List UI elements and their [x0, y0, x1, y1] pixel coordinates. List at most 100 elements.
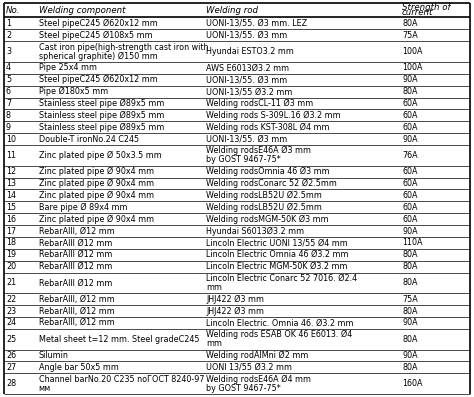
Text: 8: 8 — [6, 111, 11, 120]
Text: RebarAIII Ø12 mm: RebarAIII Ø12 mm — [38, 262, 112, 271]
Text: Double-T ironNo.24 C245: Double-T ironNo.24 C245 — [38, 135, 139, 144]
Text: Welding rods S-309L.16 Ø3.2 mm: Welding rods S-309L.16 Ø3.2 mm — [206, 111, 341, 120]
Text: UONI-13/55. Ø3 mm: UONI-13/55. Ø3 mm — [206, 31, 288, 40]
Text: Welding rodsLB52U Ø2.5mm: Welding rodsLB52U Ø2.5mm — [206, 203, 322, 212]
Text: 16: 16 — [6, 215, 16, 224]
Text: 19: 19 — [6, 250, 16, 259]
Text: RebarAIII, Ø12 mm: RebarAIII, Ø12 mm — [38, 318, 114, 328]
Text: Strength of: Strength of — [402, 2, 451, 12]
Text: мм: мм — [38, 384, 51, 393]
Text: UONI-13/55. Ø3 mm: UONI-13/55. Ø3 mm — [206, 75, 288, 84]
Text: 9: 9 — [6, 123, 11, 132]
Text: 60A: 60A — [402, 111, 418, 120]
Text: 60A: 60A — [402, 123, 418, 132]
Text: Pipe Ø180x5 mm: Pipe Ø180x5 mm — [38, 87, 108, 96]
Text: 80A: 80A — [402, 262, 418, 271]
Text: Metal sheet t=12 mm. Steel gradeC245: Metal sheet t=12 mm. Steel gradeC245 — [38, 335, 199, 344]
Text: Zinc plated pipe Ø 50x3.5 mm: Zinc plated pipe Ø 50x3.5 mm — [38, 151, 161, 160]
Text: 20: 20 — [6, 262, 16, 271]
Text: RebarAIII, Ø12 mm: RebarAIII, Ø12 mm — [38, 306, 114, 316]
Text: Welding rodsCL-11 Ø3 mm: Welding rodsCL-11 Ø3 mm — [206, 99, 314, 108]
Text: 100A: 100A — [402, 47, 423, 56]
Text: Zinc plated pipe Ø 90x4 mm: Zinc plated pipe Ø 90x4 mm — [38, 179, 154, 188]
Text: spherical graphite) Ø150 mm: spherical graphite) Ø150 mm — [38, 52, 157, 61]
Text: Zinc plated pipe Ø 90x4 mm: Zinc plated pipe Ø 90x4 mm — [38, 191, 154, 200]
Text: 13: 13 — [6, 179, 16, 188]
Text: Welding rodsE46A Ø3 mm: Welding rodsE46A Ø3 mm — [206, 146, 311, 156]
Text: 15: 15 — [6, 203, 16, 212]
Text: 23: 23 — [6, 306, 16, 316]
Text: 3: 3 — [6, 47, 11, 56]
Text: 12: 12 — [6, 167, 16, 176]
Text: 100A: 100A — [402, 64, 423, 72]
Text: 27: 27 — [6, 363, 16, 372]
Text: 4: 4 — [6, 64, 11, 72]
Text: Welding component: Welding component — [38, 6, 125, 15]
Text: mm: mm — [206, 283, 222, 292]
Text: 28: 28 — [6, 379, 16, 388]
Text: 60A: 60A — [402, 99, 418, 108]
Text: Bare pipe Ø 89x4 mm: Bare pipe Ø 89x4 mm — [38, 203, 127, 212]
Text: Channel barNo.20 C235 noГOCT 8240-97: Channel barNo.20 C235 noГOCT 8240-97 — [38, 375, 204, 384]
Text: by GOST 9467-75*: by GOST 9467-75* — [206, 155, 281, 164]
Text: 10: 10 — [6, 135, 16, 144]
Text: RebarAIII Ø12 mm: RebarAIII Ø12 mm — [38, 239, 112, 247]
Text: Steel pipeC245 Ø108x5 mm: Steel pipeC245 Ø108x5 mm — [38, 31, 152, 40]
Text: 18: 18 — [6, 239, 16, 247]
Text: Hyundai ESTO3.2 mm: Hyundai ESTO3.2 mm — [206, 47, 294, 56]
Text: Steel pipeC245 Ø620x12 mm: Steel pipeC245 Ø620x12 mm — [38, 75, 157, 84]
Text: 60A: 60A — [402, 215, 418, 224]
Text: 75A: 75A — [402, 295, 418, 304]
Text: No.: No. — [6, 6, 20, 15]
Text: Welding rodAlMni Ø2 mm: Welding rodAlMni Ø2 mm — [206, 351, 309, 360]
Text: 24: 24 — [6, 318, 16, 328]
Text: mm: mm — [206, 339, 222, 348]
Text: Lincoln Electric. Omnia 46. Ø3.2 mm: Lincoln Electric. Omnia 46. Ø3.2 mm — [206, 318, 354, 328]
Text: Welding rodsE46A Ø4 mm: Welding rodsE46A Ø4 mm — [206, 375, 311, 384]
Text: 90A: 90A — [402, 227, 418, 235]
Text: Welding rods ESAB OK 46 E6013. Ø4: Welding rods ESAB OK 46 E6013. Ø4 — [206, 330, 353, 339]
Text: Hyundai S6013Ø3.2 mm: Hyundai S6013Ø3.2 mm — [206, 226, 304, 236]
Text: Angle bar 50x5 mm: Angle bar 50x5 mm — [38, 363, 118, 372]
Text: 160A: 160A — [402, 379, 423, 388]
Text: RebarAIII Ø12 mm: RebarAIII Ø12 mm — [38, 278, 112, 287]
Text: 6: 6 — [6, 87, 11, 96]
Text: 90A: 90A — [402, 318, 418, 328]
Text: 2: 2 — [6, 31, 11, 40]
Text: UONI-13/55. Ø3 mm: UONI-13/55. Ø3 mm — [206, 135, 288, 144]
Text: 60A: 60A — [402, 191, 418, 200]
Text: UONI 13/55 Ø3.2 mm: UONI 13/55 Ø3.2 mm — [206, 363, 292, 372]
Text: 14: 14 — [6, 191, 16, 200]
Text: Stainless steel pipe Ø89x5 mm: Stainless steel pipe Ø89x5 mm — [38, 99, 164, 108]
Text: 80A: 80A — [402, 250, 418, 259]
Text: 75A: 75A — [402, 31, 418, 40]
Text: 11: 11 — [6, 151, 16, 160]
Text: 80A: 80A — [402, 278, 418, 287]
Text: 60A: 60A — [402, 167, 418, 176]
Text: JHJ422 Ø3 mm: JHJ422 Ø3 mm — [206, 306, 264, 316]
Text: 76A: 76A — [402, 151, 418, 160]
Text: 17: 17 — [6, 227, 16, 235]
Text: by GOST 9467-75*: by GOST 9467-75* — [206, 384, 281, 393]
Text: Stainless steel pipe Ø89x5 mm: Stainless steel pipe Ø89x5 mm — [38, 123, 164, 132]
Text: JHJ422 Ø3 mm: JHJ422 Ø3 mm — [206, 295, 264, 304]
Text: Pipe 25x4 mm: Pipe 25x4 mm — [38, 64, 97, 72]
Text: Zinc plated pipe Ø 90x4 mm: Zinc plated pipe Ø 90x4 mm — [38, 167, 154, 176]
Text: Welding rodsLB52U Ø2.5mm: Welding rodsLB52U Ø2.5mm — [206, 191, 322, 200]
Text: Welding rodsConarc 52 Ø2.5mm: Welding rodsConarc 52 Ø2.5mm — [206, 179, 337, 188]
Text: Cast iron pipe(high-strength cast iron with: Cast iron pipe(high-strength cast iron w… — [38, 42, 208, 52]
Text: Lincoln Electric Conarc 52 7016. Ø2.4: Lincoln Electric Conarc 52 7016. Ø2.4 — [206, 274, 357, 283]
Text: Welding rodsMGM-50K Ø3 mm: Welding rodsMGM-50K Ø3 mm — [206, 214, 329, 224]
Text: 80A: 80A — [402, 335, 418, 344]
Text: 7: 7 — [6, 99, 11, 108]
Text: 90A: 90A — [402, 351, 418, 360]
Text: Steel pipeC245 Ø620x12 mm: Steel pipeC245 Ø620x12 mm — [38, 19, 157, 28]
Text: 80A: 80A — [402, 306, 418, 316]
Text: 60A: 60A — [402, 179, 418, 188]
Text: RebarAIII, Ø12 mm: RebarAIII, Ø12 mm — [38, 295, 114, 304]
Text: Lincoln Electric UONI 13/55 Ø4 mm: Lincoln Electric UONI 13/55 Ø4 mm — [206, 239, 348, 247]
Text: UONI-13/55 Ø3.2 mm: UONI-13/55 Ø3.2 mm — [206, 87, 293, 96]
Text: 26: 26 — [6, 351, 16, 360]
Text: 90A: 90A — [402, 135, 418, 144]
Text: RebarAIII Ø12 mm: RebarAIII Ø12 mm — [38, 250, 112, 259]
